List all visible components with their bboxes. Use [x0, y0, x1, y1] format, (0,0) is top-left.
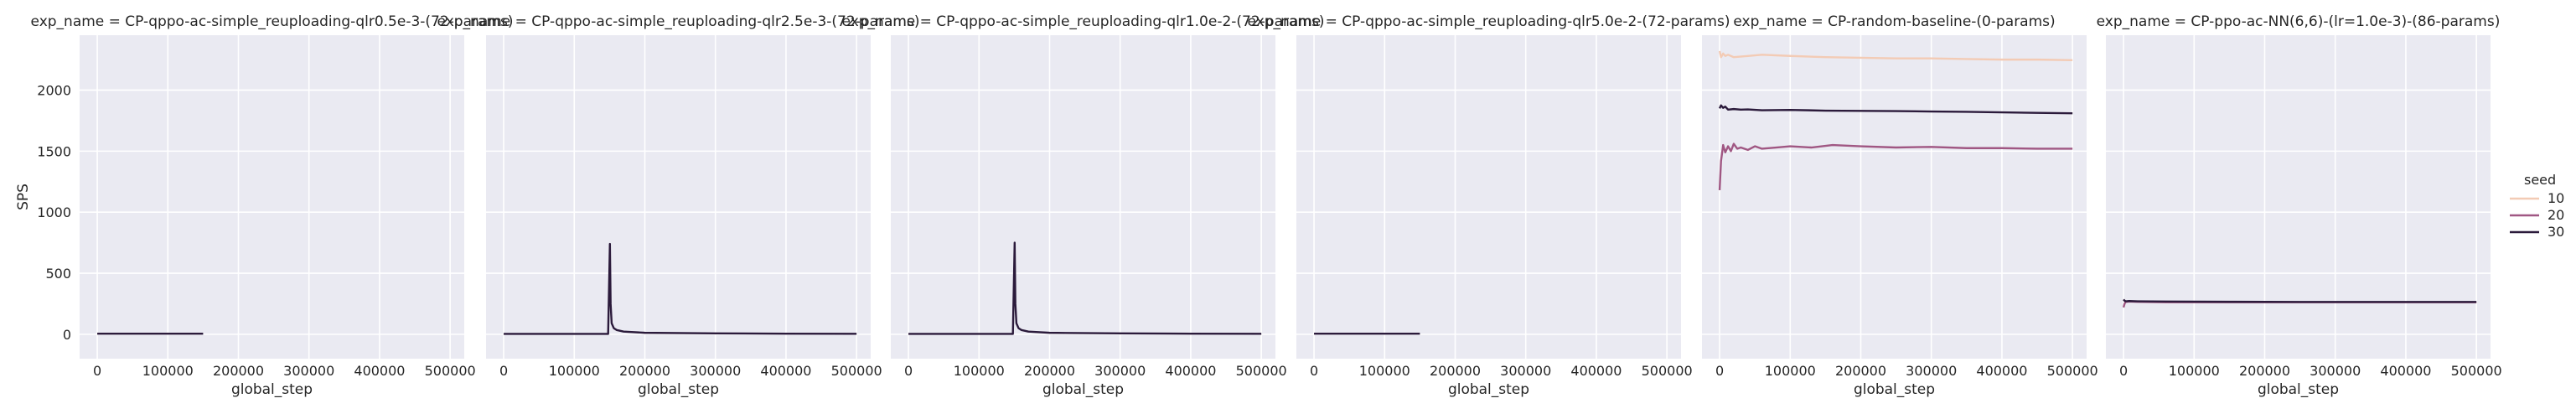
- x-tick-label: 500000: [831, 363, 882, 379]
- x-tick-label: 100000: [549, 363, 600, 379]
- facet-panel: 0 100000 200000 300000 400000 500000 global_st…: [1702, 13, 2098, 398]
- plot-area: [1296, 35, 1681, 359]
- plot-area: [1702, 35, 2087, 359]
- x-tick-label: 200000: [619, 363, 670, 379]
- x-tick-label: 300000: [283, 363, 334, 379]
- x-tick-label: 400000: [1976, 363, 2027, 379]
- legend-label: 30: [2548, 224, 2564, 240]
- x-tick-label: 200000: [1430, 363, 1481, 379]
- x-axis-label: global_step: [2258, 381, 2339, 398]
- series-line-seed-30: [908, 241, 1262, 335]
- panel-title: exp_name = CP-qppo-ac-simple_reuploading…: [1248, 13, 1730, 30]
- facet-panel: 0 100000 200000 300000 400000 500000 global_st…: [2097, 13, 2502, 398]
- x-tick-label: 400000: [354, 363, 405, 379]
- legend-label: 20: [2548, 207, 2564, 223]
- legend-label: 10: [2548, 190, 2564, 206]
- x-tick-label: 0: [93, 363, 101, 379]
- x-tick-label: 200000: [213, 363, 264, 379]
- facet-panel: 0 100000 200000 300000 400000 500000 global_st…: [437, 13, 920, 398]
- x-tick-label: 0: [904, 363, 913, 379]
- y-tick-label: 0: [63, 327, 71, 343]
- plot-area: [2106, 35, 2491, 359]
- plot-area: [80, 35, 464, 359]
- series-line-seed-10: [1718, 50, 2073, 62]
- x-axis-label: global_step: [1854, 381, 1935, 398]
- x-tick-label: 100000: [2169, 363, 2220, 379]
- x-tick-label: 0: [2119, 363, 2128, 379]
- x-tick-label: 300000: [1906, 363, 1957, 379]
- x-tick-label: 300000: [2310, 363, 2361, 379]
- x-tick-label: 400000: [760, 363, 811, 379]
- x-tick-label: 500000: [425, 363, 476, 379]
- y-tick-label: 2000: [37, 83, 71, 99]
- plot-area: [486, 35, 871, 359]
- x-tick-label: 0: [499, 363, 508, 379]
- y-tick-label: 1000: [37, 204, 71, 220]
- panel-title: exp_name = CP-qppo-ac-simple_reuploading…: [437, 13, 920, 30]
- x-tick-label: 100000: [1765, 363, 1816, 379]
- x-tick-label: 500000: [1642, 363, 1693, 379]
- panel-title: exp_name = CP-ppo-ac-NN(6,6)-(lr=1.0e-3)…: [2097, 13, 2501, 30]
- x-tick-label: 400000: [2380, 363, 2431, 379]
- x-tick-label: 300000: [1500, 363, 1551, 379]
- y-tick-label: 500: [45, 266, 71, 282]
- x-axis-label: global_step: [231, 381, 313, 398]
- panel-title: exp_name = CP-qppo-ac-simple_reuploading…: [31, 13, 514, 30]
- panel-title: exp_name = CP-qppo-ac-simple_reuploading…: [842, 13, 1325, 30]
- x-tick-label: 100000: [954, 363, 1005, 379]
- x-tick-label: 300000: [1094, 363, 1146, 379]
- series-line-seed-20: [1718, 142, 2073, 191]
- x-axis-label: global_step: [1042, 381, 1124, 398]
- x-axis-label: global_step: [1448, 381, 1529, 398]
- x-tick-label: 0: [1715, 363, 1724, 379]
- facet-panel: 0 100000 200000 300000 400000 500000global_st…: [15, 13, 513, 398]
- series-line-seed-30: [1718, 104, 2073, 115]
- series-line-seed-30: [2123, 298, 2477, 303]
- series-line-seed-30: [504, 242, 857, 335]
- x-tick-label: 0: [1310, 363, 1318, 379]
- x-tick-label: 500000: [2451, 363, 2502, 379]
- facet-panel: 0 100000 200000 300000 400000 500000 global_st…: [1248, 13, 1730, 398]
- x-tick-label: 200000: [1024, 363, 1075, 379]
- x-tick-label: 100000: [1359, 363, 1410, 379]
- facet-panel: 0 100000 200000 300000 400000 500000 global_st…: [842, 13, 1325, 398]
- x-tick-label: 200000: [2239, 363, 2290, 379]
- plot-area: [891, 35, 1275, 359]
- y-axis-label: SPS: [15, 184, 32, 210]
- x-axis-label: global_step: [638, 381, 719, 398]
- x-tick-label: 100000: [142, 363, 194, 379]
- panel-title: exp_name = CP-random-baseline-(0-params): [1733, 13, 2055, 30]
- x-tick-label: 300000: [690, 363, 741, 379]
- x-tick-label: 500000: [1236, 363, 1287, 379]
- y-tick-label: 1500: [37, 143, 71, 159]
- x-tick-label: 400000: [1165, 363, 1216, 379]
- legend-title: seed: [2524, 172, 2556, 188]
- x-tick-label: 400000: [1570, 363, 1622, 379]
- x-tick-label: 200000: [1835, 363, 1886, 379]
- x-tick-label: 500000: [2047, 363, 2098, 379]
